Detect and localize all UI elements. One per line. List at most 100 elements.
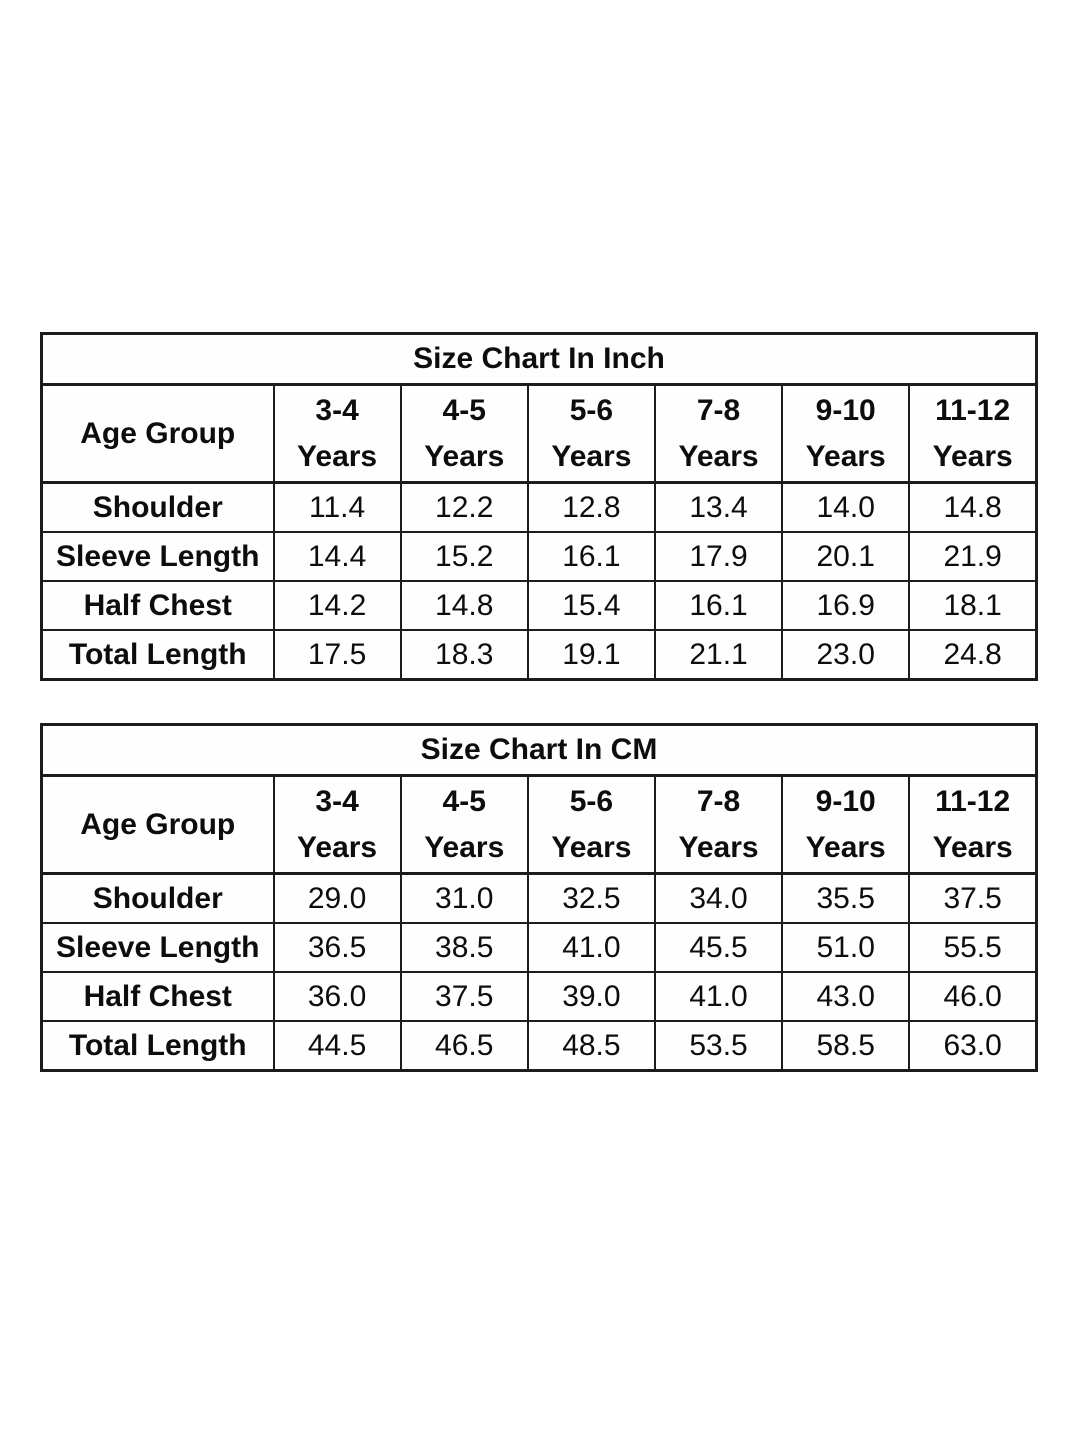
- table-row: Half Chest 36.0 37.5 39.0 41.0 43.0 46.0: [40, 971, 1038, 1022]
- age-column-header: 9-10 Years: [781, 774, 911, 875]
- measurement-cell: 18.3: [399, 629, 529, 681]
- age-unit: Years: [932, 830, 1013, 864]
- measurement-cell: 41.0: [526, 922, 656, 973]
- table-header-row: Age Group 3-4 Years 4-5 Years 5-6 Years …: [40, 774, 1038, 875]
- age-unit: Years: [297, 439, 378, 473]
- measurement-cell: 23.0: [781, 629, 911, 681]
- measurement-cell: 18.1: [908, 580, 1038, 631]
- row-label: Sleeve Length: [40, 922, 275, 973]
- age-column-header: 4-5 Years: [399, 774, 529, 875]
- measurement-cell: 16.1: [526, 531, 656, 582]
- measurement-cell: 34.0: [653, 872, 784, 924]
- age-column-header: 5-6 Years: [526, 774, 656, 875]
- row-label: Shoulder: [40, 481, 275, 533]
- age-unit: Years: [424, 439, 505, 473]
- row-label: Total Length: [40, 1020, 275, 1072]
- measurement-cell: 24.8: [908, 629, 1038, 681]
- measurement-cell: 21.9: [908, 531, 1038, 582]
- measurement-cell: 37.5: [399, 971, 529, 1022]
- measurement-cell: 37.5: [908, 872, 1038, 924]
- age-range: 9-10: [815, 393, 876, 427]
- measurement-cell: 19.1: [526, 629, 656, 681]
- measurement-cell: 15.2: [399, 531, 529, 582]
- measurement-cell: 63.0: [908, 1020, 1038, 1072]
- measurement-cell: 45.5: [653, 922, 784, 973]
- age-unit: Years: [551, 439, 632, 473]
- age-range: 7-8: [696, 393, 741, 427]
- table-row: Sleeve Length 14.4 15.2 16.1 17.9 20.1 2…: [40, 531, 1038, 582]
- age-range: 11-12: [935, 393, 1011, 427]
- measurement-cell: 14.2: [272, 580, 402, 631]
- measurement-cell: 41.0: [653, 971, 784, 1022]
- table-title: Size Chart In Inch: [40, 332, 1038, 386]
- age-range: 11-12: [935, 784, 1011, 818]
- table-title-row: Size Chart In Inch: [40, 332, 1038, 386]
- measurement-cell: 12.2: [399, 481, 529, 533]
- age-unit: Years: [297, 830, 378, 864]
- size-chart-cm-table: Size Chart In CM Age Group 3-4 Years 4-5…: [40, 723, 1038, 1072]
- measurement-cell: 29.0: [272, 872, 402, 924]
- measurement-cell: 13.4: [653, 481, 784, 533]
- age-column-header: 9-10 Years: [781, 383, 911, 484]
- age-range: 7-8: [696, 784, 741, 818]
- measurement-cell: 36.5: [272, 922, 402, 973]
- measurement-cell: 39.0: [526, 971, 656, 1022]
- measurement-cell: 17.9: [653, 531, 784, 582]
- table-row: Sleeve Length 36.5 38.5 41.0 45.5 51.0 5…: [40, 922, 1038, 973]
- table-row: Half Chest 14.2 14.8 15.4 16.1 16.9 18.1: [40, 580, 1038, 631]
- age-unit: Years: [678, 830, 759, 864]
- measurement-cell: 21.1: [653, 629, 784, 681]
- age-range: 5-6: [569, 784, 614, 818]
- measurement-cell: 16.1: [653, 580, 784, 631]
- row-label: Total Length: [40, 629, 275, 681]
- row-label: Half Chest: [40, 580, 275, 631]
- age-range: 3-4: [315, 784, 359, 818]
- row-label: Sleeve Length: [40, 531, 275, 582]
- measurement-cell: 14.0: [781, 481, 911, 533]
- age-range: 4-5: [442, 784, 486, 818]
- age-column-header: 11-12 Years: [908, 774, 1038, 875]
- age-unit: Years: [551, 830, 632, 864]
- measurement-cell: 15.4: [526, 580, 656, 631]
- age-unit: Years: [805, 439, 886, 473]
- table-title: Size Chart In CM: [40, 723, 1038, 777]
- measurement-cell: 43.0: [781, 971, 911, 1022]
- measurement-cell: 16.9: [781, 580, 911, 631]
- age-column-header: 4-5 Years: [399, 383, 529, 484]
- age-unit: Years: [424, 830, 505, 864]
- age-column-header: 11-12 Years: [908, 383, 1038, 484]
- measurement-cell: 38.5: [399, 922, 529, 973]
- age-column-header: 7-8 Years: [653, 774, 784, 875]
- measurement-cell: 31.0: [399, 872, 529, 924]
- measurement-cell: 46.0: [908, 971, 1038, 1022]
- measurement-cell: 20.1: [781, 531, 911, 582]
- age-group-corner-label: Age Group: [40, 383, 275, 484]
- measurement-cell: 44.5: [272, 1020, 402, 1072]
- age-range: 9-10: [815, 784, 876, 818]
- measurement-cell: 35.5: [781, 872, 911, 924]
- measurement-cell: 36.0: [272, 971, 402, 1022]
- table-row: Total Length 17.5 18.3 19.1 21.1 23.0 24…: [40, 629, 1038, 681]
- measurement-cell: 58.5: [781, 1020, 911, 1072]
- age-range: 3-4: [315, 393, 359, 427]
- measurement-cell: 14.8: [908, 481, 1038, 533]
- table-row: Total Length 44.5 46.5 48.5 53.5 58.5 63…: [40, 1020, 1038, 1072]
- age-column-header: 3-4 Years: [272, 774, 402, 875]
- size-chart-inch-table: Size Chart In Inch Age Group 3-4 Years 4…: [40, 332, 1038, 681]
- table-title-row: Size Chart In CM: [40, 723, 1038, 777]
- measurement-cell: 17.5: [272, 629, 402, 681]
- table-row: Shoulder 11.4 12.2 12.8 13.4 14.0 14.8: [40, 481, 1038, 533]
- age-range: 4-5: [442, 393, 486, 427]
- age-group-corner-label: Age Group: [40, 774, 275, 875]
- measurement-cell: 51.0: [781, 922, 911, 973]
- age-column-header: 5-6 Years: [526, 383, 656, 484]
- age-column-header: 7-8 Years: [653, 383, 784, 484]
- measurement-cell: 46.5: [399, 1020, 529, 1072]
- measurement-cell: 11.4: [272, 481, 402, 533]
- age-unit: Years: [805, 830, 886, 864]
- measurement-cell: 12.8: [526, 481, 656, 533]
- age-unit: Years: [932, 439, 1013, 473]
- table-row: Shoulder 29.0 31.0 32.5 34.0 35.5 37.5: [40, 872, 1038, 924]
- measurement-cell: 14.8: [399, 580, 529, 631]
